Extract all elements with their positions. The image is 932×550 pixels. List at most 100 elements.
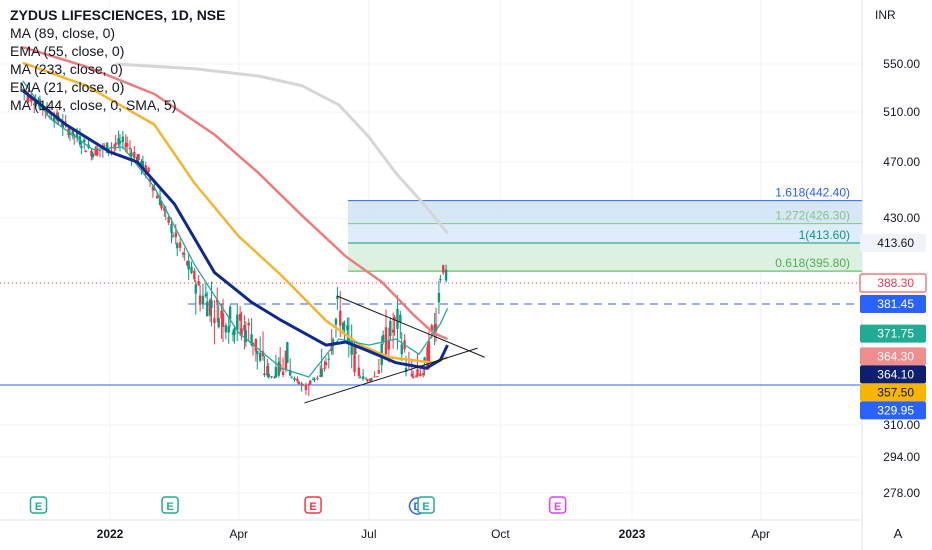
candle-body	[327, 358, 331, 360]
candle-body	[64, 121, 67, 123]
candle-body	[366, 379, 369, 382]
candle-body	[117, 138, 120, 145]
price-tick-label: 430.00	[883, 211, 920, 225]
indicator-label[interactable]: EMA (55, close, 0)	[10, 43, 125, 59]
price-badge	[860, 294, 926, 313]
candle-body	[320, 368, 323, 377]
price-badge-label: 364.30	[877, 349, 914, 363]
candle-body	[233, 328, 236, 335]
candle-body	[98, 149, 102, 151]
candle-body	[343, 324, 346, 326]
price-badge-label: 381.45	[877, 297, 914, 311]
indicator-label[interactable]: MA (233, close, 0)	[10, 61, 123, 77]
candle-body	[206, 301, 209, 317]
candle-body	[231, 332, 235, 335]
candle-body	[204, 293, 208, 297]
candle-body	[216, 299, 219, 303]
price-tick-label: 470.00	[883, 155, 920, 169]
fibonacci-zone	[348, 200, 862, 224]
indicator-label[interactable]: EMA (21, close, 0)	[10, 79, 125, 95]
candle-body	[114, 142, 117, 145]
candle-body	[387, 340, 391, 350]
candle-body	[190, 266, 193, 274]
candle-body	[389, 320, 392, 336]
price-tick-label: 310.00	[883, 418, 920, 432]
candle-body	[228, 306, 232, 320]
candle-body	[91, 153, 95, 158]
fibonacci-level-label: 1(413.60)	[799, 228, 850, 242]
indicator-line	[21, 89, 449, 370]
candle-body	[274, 367, 278, 378]
candle-body	[423, 357, 426, 363]
candle-body	[277, 361, 280, 376]
candle-body	[33, 103, 36, 105]
candle-body	[296, 378, 299, 382]
candle-body	[34, 102, 37, 106]
candle-body	[167, 216, 170, 223]
candle-body	[170, 223, 173, 233]
candle-body	[80, 146, 83, 148]
candle-body	[124, 142, 127, 148]
candle-body	[281, 371, 285, 376]
candle-body	[376, 376, 379, 378]
symbol-title[interactable]: ZYDUS LIFESCIENCES, 1D, NSE	[10, 7, 226, 23]
candle-body	[130, 152, 133, 157]
candle-body	[208, 299, 212, 316]
candle-body	[323, 367, 326, 369]
time-tick-label: 2022	[97, 527, 124, 541]
candle-body	[331, 339, 335, 343]
candle-body	[439, 278, 442, 280]
candle-body	[213, 318, 216, 324]
candle-body	[183, 253, 186, 255]
candle-body	[128, 147, 132, 149]
candle-body	[347, 336, 351, 342]
indicator-line	[22, 46, 448, 341]
candle-body	[290, 376, 293, 378]
candle-body	[163, 207, 166, 211]
candle-body	[176, 243, 179, 249]
candle-body	[309, 380, 312, 385]
triangle-upper-line	[337, 295, 485, 358]
candle-body	[53, 117, 56, 122]
candle-body	[256, 350, 259, 355]
indicator-line	[115, 62, 449, 235]
candle-body	[293, 378, 296, 381]
candle-body	[304, 384, 308, 391]
candle-body	[286, 342, 289, 363]
price-badge-label: 388.30	[877, 276, 914, 290]
candle-body	[125, 143, 129, 147]
indicator-label[interactable]: MA (89, close, 0)	[10, 25, 116, 41]
candle-body	[141, 160, 145, 170]
candle-body	[61, 121, 65, 128]
candle-body	[364, 378, 368, 380]
auto-scale-button[interactable]: A	[893, 526, 903, 541]
candle-body	[227, 326, 230, 333]
candle-body	[140, 161, 143, 168]
candle-body	[416, 369, 419, 377]
candle-body	[300, 383, 303, 385]
earnings-marker	[29, 496, 48, 514]
candle-body	[254, 339, 258, 352]
event-marker-label: E	[309, 501, 316, 513]
candle-body	[247, 322, 250, 326]
price-badge-label: 357.50	[877, 385, 914, 399]
candle-body	[444, 269, 448, 281]
candle-body	[186, 261, 189, 266]
candle-body	[263, 373, 266, 376]
indicator-label[interactable]: MA (144, close, 0, SMA, 5)	[10, 97, 177, 113]
candle-body	[357, 367, 361, 376]
candle-body	[133, 152, 136, 159]
chart-legend: ZYDUS LIFESCIENCES, 1D, NSE MA (89, clos…	[10, 6, 225, 114]
candle-body	[422, 373, 425, 376]
indicator-line	[22, 61, 448, 364]
candle-body	[121, 136, 125, 143]
candle-body	[240, 328, 243, 335]
candle-body	[391, 329, 395, 333]
candle-body	[266, 366, 269, 376]
candle-body	[151, 186, 155, 191]
candle-body	[137, 154, 140, 160]
candle-body	[339, 310, 342, 326]
candle-body	[353, 344, 356, 373]
candle-body	[198, 295, 202, 305]
